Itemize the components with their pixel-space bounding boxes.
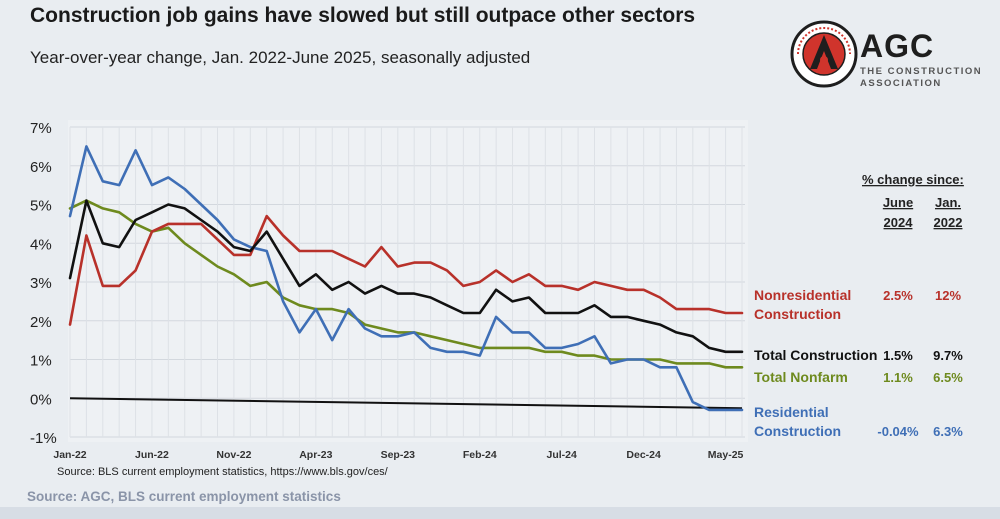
table-col-header-line2: 2022 xyxy=(934,215,963,230)
agc-wordmark: AGC xyxy=(860,28,935,64)
x-tick-label: Sep-23 xyxy=(381,449,416,461)
chart-title: Construction job gains have slowed but s… xyxy=(30,4,696,27)
y-tick-label: -1% xyxy=(30,430,57,447)
series-line-total-construction xyxy=(68,199,744,354)
agc-logo: AGC THE CONSTRUCTION ASSOCIATION xyxy=(790,20,983,100)
row-label-nonresidential-line2: Construction xyxy=(754,306,841,322)
row-label-total-construction: Total Construction xyxy=(754,347,877,363)
chart-subtitle: Year-over-year change, Jan. 2022-June 20… xyxy=(30,48,531,67)
zero-baseline xyxy=(69,397,743,410)
x-tick-label: May-25 xyxy=(708,449,744,461)
chart-source-note: Source: BLS current employment statistic… xyxy=(57,466,388,478)
x-tick-label: Jan-22 xyxy=(53,449,86,461)
row-label-nonresidential: Nonresidential xyxy=(754,287,851,303)
row-label-residential-line2: Construction xyxy=(754,423,841,439)
row-value-june2024: 1.5% xyxy=(883,348,913,363)
agc-tagline-2: ASSOCIATION xyxy=(860,78,942,89)
series-line-nonresidential-construction xyxy=(68,214,744,326)
agc-seal-icon xyxy=(790,20,858,88)
x-tick-label: Jul-24 xyxy=(547,449,578,461)
y-tick-label: 0% xyxy=(30,391,52,408)
row-value-jan2022: 6.5% xyxy=(933,370,963,385)
y-tick-label: 7% xyxy=(30,120,52,137)
table-col-header-line1: June xyxy=(883,195,913,210)
bottom-bar xyxy=(0,507,1000,519)
row-value-jan2022: 12% xyxy=(935,288,961,303)
row-label-residential: Residential xyxy=(754,404,829,420)
y-tick-label: 5% xyxy=(30,198,52,215)
row-value-june2024: 1.1% xyxy=(883,370,913,385)
table-heading: % change since: xyxy=(862,172,964,187)
x-tick-label: Apr-23 xyxy=(299,449,332,461)
y-tick-label: 4% xyxy=(30,236,52,253)
table-col-header-line2: 2024 xyxy=(884,215,914,230)
y-tick-label: 3% xyxy=(30,275,52,292)
x-tick-label: Nov-22 xyxy=(216,449,251,461)
series-line-residential-construction xyxy=(68,145,744,412)
x-tick-label: Jun-22 xyxy=(135,449,169,461)
row-value-jan2022: 9.7% xyxy=(933,348,963,363)
x-tick-label: Feb-24 xyxy=(463,449,497,461)
slide-source-note: Source: AGC, BLS current employment stat… xyxy=(27,489,341,504)
row-value-june2024: -0.04% xyxy=(877,424,919,439)
agc-tagline-1: THE CONSTRUCTION xyxy=(860,66,983,77)
y-tick-label: 6% xyxy=(30,159,52,176)
row-label-total-nonfarm: Total Nonfarm xyxy=(754,369,848,385)
y-tick-label: 2% xyxy=(30,314,52,331)
x-tick-label: Dec-24 xyxy=(626,449,661,461)
plot-area xyxy=(68,120,748,442)
row-value-june2024: 2.5% xyxy=(883,288,913,303)
row-value-jan2022: 6.3% xyxy=(933,424,963,439)
table-col-header-line1: Jan. xyxy=(935,195,961,210)
y-tick-label: 1% xyxy=(30,353,52,370)
